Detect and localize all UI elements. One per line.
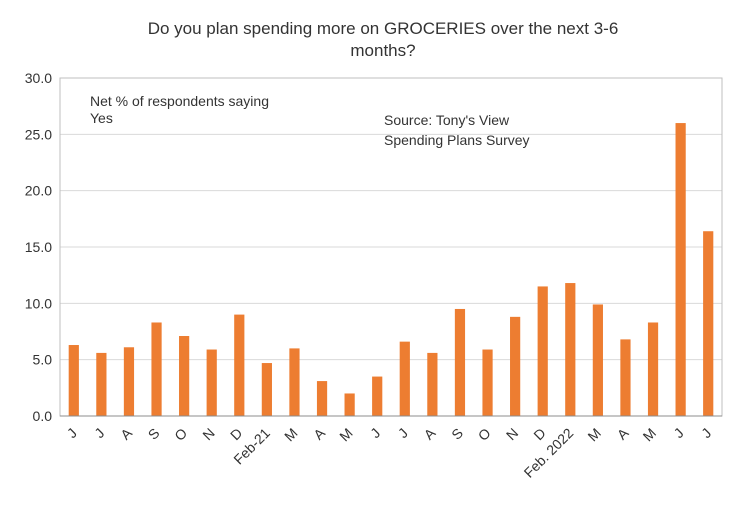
y-tick-label: 0.0 bbox=[33, 408, 53, 424]
y-tick-label: 15.0 bbox=[25, 239, 52, 255]
annotation-line-2: Yes bbox=[90, 110, 113, 126]
bar bbox=[647, 322, 659, 416]
x-tick-label: D bbox=[227, 425, 245, 443]
x-tick-label: D bbox=[530, 425, 548, 443]
x-tick-label: A bbox=[310, 424, 328, 442]
bar bbox=[510, 316, 521, 416]
bar bbox=[675, 123, 686, 417]
x-tick-label: M bbox=[336, 425, 356, 445]
bar bbox=[289, 348, 300, 416]
bar bbox=[454, 308, 466, 416]
x-tick-label: J bbox=[91, 425, 107, 441]
x-tick-label: S bbox=[145, 425, 163, 443]
x-tick-label: A bbox=[117, 424, 135, 442]
bar bbox=[206, 349, 217, 416]
bar bbox=[620, 339, 631, 416]
y-tick-label: 20.0 bbox=[25, 183, 52, 199]
chart-title-line-2: months? bbox=[350, 41, 415, 60]
bar bbox=[565, 283, 576, 416]
x-tick-label: N bbox=[503, 425, 521, 443]
chart-title-line-1: Do you plan spending more on GROCERIES o… bbox=[148, 19, 619, 38]
axes bbox=[59, 77, 723, 417]
bar bbox=[123, 347, 135, 416]
x-tick-label: M bbox=[281, 425, 301, 445]
x-tick-label: M bbox=[640, 425, 660, 445]
bar bbox=[482, 349, 493, 416]
x-tick-label: N bbox=[199, 425, 217, 443]
bars bbox=[68, 123, 714, 417]
x-tick-label: J bbox=[670, 425, 686, 441]
annotation-line-1: Net % of respondents saying bbox=[90, 93, 269, 109]
bar bbox=[537, 286, 548, 416]
bar bbox=[344, 393, 355, 416]
bar bbox=[261, 363, 272, 416]
x-tick-label: J bbox=[395, 425, 411, 441]
bar bbox=[234, 314, 245, 416]
bar bbox=[179, 336, 190, 416]
source-line-1: Source: Tony's View bbox=[384, 112, 510, 128]
x-tick-label: O bbox=[475, 425, 494, 444]
x-tick-label: J bbox=[698, 425, 714, 441]
bar bbox=[316, 381, 328, 416]
bar bbox=[151, 322, 162, 416]
x-tick-label: A bbox=[421, 424, 439, 442]
x-tick-label: J bbox=[64, 425, 80, 441]
y-tick-label: 30.0 bbox=[25, 70, 52, 86]
source-line-2: Spending Plans Survey bbox=[384, 132, 530, 148]
y-axis-tick-labels: 0.0 5.0 10.0 15.0 20.0 25.0 30.0 bbox=[25, 70, 52, 424]
x-tick-label: J bbox=[367, 425, 383, 441]
y-tick-label: 10.0 bbox=[25, 295, 52, 311]
x-tick-label: O bbox=[171, 425, 190, 444]
bar bbox=[372, 376, 383, 416]
y-tick-label: 5.0 bbox=[33, 352, 53, 368]
bar bbox=[427, 352, 438, 416]
y-tick-label: 25.0 bbox=[25, 126, 52, 142]
bar bbox=[96, 352, 107, 416]
x-tick-label: Feb. 2022 bbox=[521, 425, 577, 481]
bar bbox=[68, 345, 79, 416]
x-tick-label: S bbox=[448, 425, 466, 443]
x-tick-label: M bbox=[584, 425, 604, 445]
bar bbox=[399, 341, 410, 416]
bar bbox=[703, 231, 714, 416]
x-tick-label: A bbox=[614, 424, 632, 442]
bar bbox=[592, 304, 603, 416]
